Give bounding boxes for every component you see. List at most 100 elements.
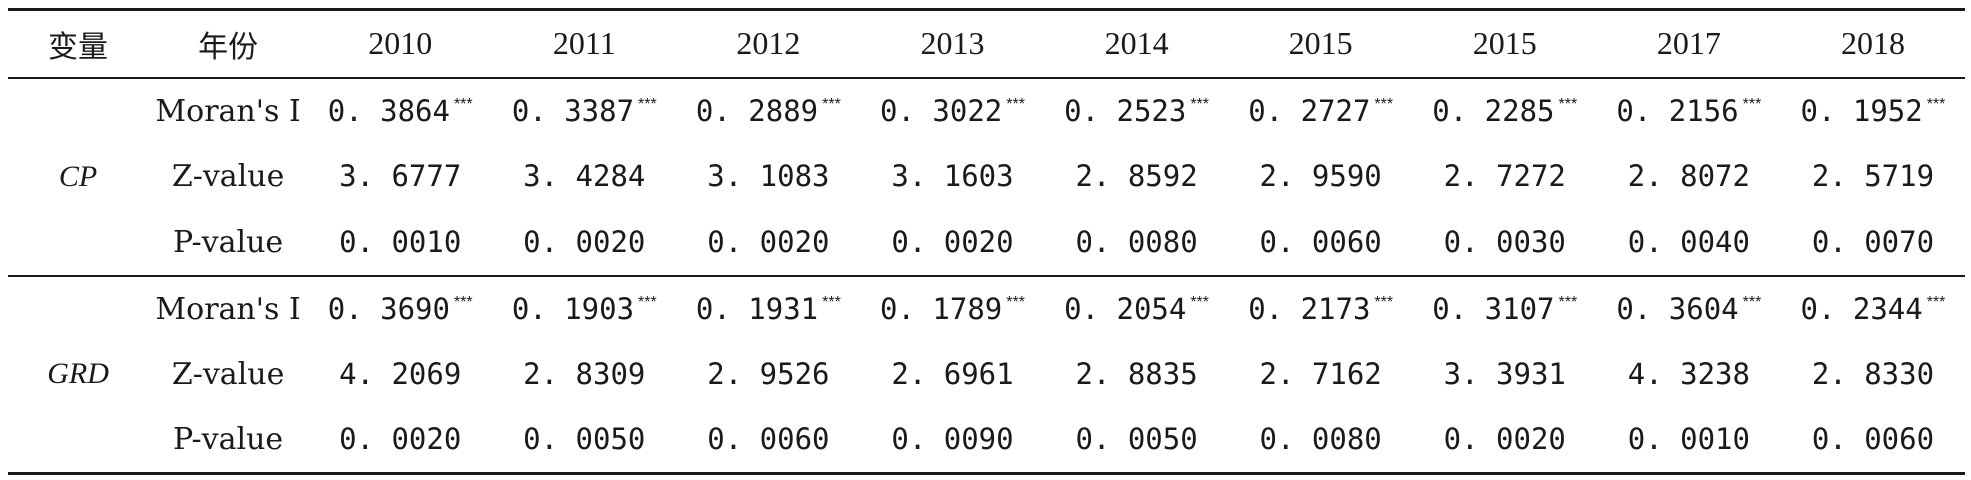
value-text: 0. 1952 [1800,93,1923,128]
header-year-cell: 2011 [492,8,677,79]
stat-label: Moran's I [155,93,301,129]
value-cell: 0. 2156 *** [1597,78,1781,144]
value-cell: 0. 3690 *** [308,274,493,342]
significance-mark: *** [1926,293,1946,311]
value-text: 0. 0010 [339,224,462,259]
value-cell: 0. 2054 *** [1044,274,1229,342]
value-text: 0. 1789 [880,291,1003,326]
value-text: 0. 0010 [1627,422,1750,457]
value-text: 2. 9590 [1259,159,1382,193]
variable-name: CP [58,159,98,193]
value-text: 0. 0090 [891,422,1014,457]
significance-mark: *** [1190,95,1210,113]
value-cell: 2. 8330 [1781,342,1965,408]
value-cell: 0. 0050 [492,407,677,475]
value-text: 0. 2156 [1616,93,1739,128]
value-cell: 0. 0050 [1044,407,1229,475]
significance-mark: *** [638,293,657,311]
value-text: 0. 2523 [1064,93,1187,128]
significance-mark: *** [1742,95,1762,113]
value-cell: 0. 0020 [1412,407,1597,475]
value-cell: 0. 1931 *** [676,274,861,342]
value-text: 0. 0080 [1075,224,1198,259]
value-text: 2. 8835 [1075,357,1198,391]
table-row: Z-value 4. 2069 2. 8309 2. 9526 2. 6961 … [8,342,1965,408]
value-cell: 0. 2523 *** [1045,78,1229,144]
value-text: 0. 3022 [880,93,1003,128]
value-cell: 3. 6777 [308,144,492,210]
value-cell: 0. 2344 *** [1780,274,1965,342]
table-row: GRD Moran's I 0. 3690 *** 0. 1903 *** 0. 1… [8,274,1965,475]
value-cell: 2. 9590 [1229,144,1413,210]
value-text: 3. 3931 [1443,357,1566,391]
variable-name: GRD [8,274,149,475]
significance-mark: *** [1558,95,1578,113]
significance-mark: *** [822,95,841,113]
value-cell: 0. 0010 [308,210,492,276]
value-cell: 2. 5719 [1781,144,1965,210]
value-cell: 0. 2285 *** [1413,78,1597,144]
table-row: P-value 0. 0020 0. 0050 0. 0060 0. 0090 … [8,407,1965,475]
value-text: 0. 2054 [1064,291,1187,326]
value-cell: 2. 6961 [860,342,1044,408]
value-cell: 2. 8072 [1597,144,1781,210]
value-text: 0. 0020 [891,224,1014,259]
value-cell: 0. 0060 [676,407,861,475]
value-cell: 2. 9526 [676,342,860,408]
stat-label: Z-value [171,159,285,194]
value-text: 2. 8309 [523,357,646,391]
value-text: 2. 8330 [1811,357,1935,391]
significance-mark: *** [822,293,841,311]
value-cell: 0. 0040 [1597,210,1781,276]
value-text: 2. 5719 [1811,159,1935,193]
value-text: 0. 0020 [523,224,646,259]
stat-label: P-value [173,224,284,260]
header-year-cell: 2013 [860,8,1045,79]
significance-mark: *** [638,95,657,113]
value-text: 0. 2727 [1248,93,1371,128]
value-cell: 0. 0010 [1596,407,1781,475]
value-text: 0. 1903 [511,291,635,326]
value-text: 3. 4284 [523,159,646,193]
significance-mark: *** [1006,95,1025,113]
header-year-cell: 2017 [1596,8,1781,79]
significance-mark: *** [453,95,473,113]
value-cell: 0. 1952 *** [1781,78,1965,144]
table-row: P-value 0. 0010 0. 0020 0. 0020 0. 0020 … [8,210,1965,276]
value-text: 0. 3107 [1432,291,1555,326]
value-cell: 0. 0070 [1781,210,1965,276]
value-text: 2. 8072 [1627,159,1750,193]
value-cell: 2. 8835 [1045,342,1229,408]
value-text: 0. 0040 [1627,224,1750,259]
value-cell: 0. 0020 [308,407,493,475]
header-year-cell: 2010 [308,8,493,79]
header-year: 年份 [148,8,309,79]
value-cell: 0. 3022 *** [860,78,1044,144]
header-year-cell: 2015 [1412,8,1597,79]
significance-mark: *** [1374,293,1394,311]
value-text: 2. 7162 [1259,357,1382,391]
value-text: 0. 3604 [1616,291,1739,326]
value-text: 0. 2285 [1432,93,1555,128]
value-text: 0. 0020 [707,224,830,259]
value-cell: 0. 0060 [1229,210,1413,276]
value-cell: 0. 0030 [1413,210,1597,276]
value-text: 0. 3864 [327,93,450,128]
value-cell: 0. 0060 [1780,407,1965,475]
value-text: 0. 0080 [1259,422,1382,457]
value-cell: 3. 3931 [1413,342,1597,408]
value-cell: 0. 1903 *** [492,274,677,342]
header-row: 变量 年份 2010 2011 2012 2013 2014 2015 2015… [8,8,1965,79]
value-cell: 4. 3238 [1597,342,1781,408]
header-variable: 变量 [8,8,149,79]
table-row: CP Moran's I 0. 3864 *** 0. 3387 *** 0. 28… [8,78,1965,193]
value-text: 0. 0070 [1811,224,1935,259]
value-text: 0. 2173 [1248,291,1371,326]
value-cell: 2. 8592 [1045,144,1229,210]
value-text: 4. 3238 [1627,357,1750,391]
value-text: 2. 8592 [1075,159,1198,193]
value-cell: 0. 0020 [676,210,860,276]
value-cell: 0. 0020 [860,210,1044,276]
value-text: 0. 0050 [523,422,646,457]
value-text: 2. 9526 [707,357,830,391]
